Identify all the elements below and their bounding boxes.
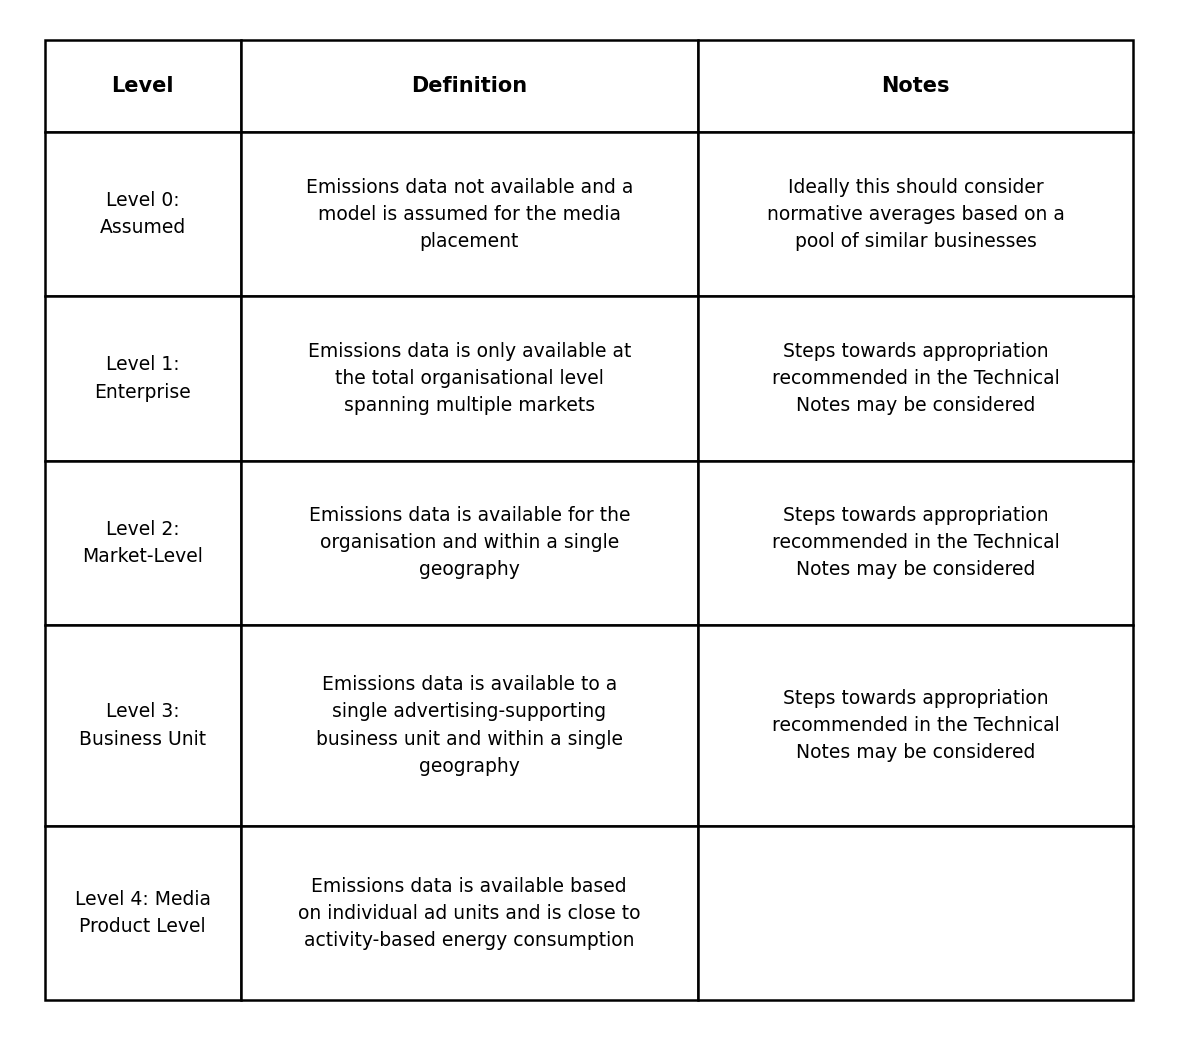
Bar	[45, 132, 240, 296]
Bar	[45, 40, 240, 132]
Bar	[240, 296, 697, 461]
Text: Level 3:
Business Unit: Level 3: Business Unit	[79, 702, 206, 749]
Text: Level 0:
Assumed: Level 0: Assumed	[100, 191, 186, 237]
Bar	[697, 132, 1133, 296]
Text: Emissions data is available for the
organisation and within a single
geography: Emissions data is available for the orga…	[309, 505, 630, 579]
Text: Emissions data is available based
on individual ad units and is close to
activit: Emissions data is available based on ind…	[298, 877, 641, 951]
Bar	[697, 296, 1133, 461]
Bar	[45, 826, 240, 1000]
Bar	[697, 461, 1133, 625]
Bar	[45, 296, 240, 461]
Text: Level 4: Media
Product Level: Level 4: Media Product Level	[74, 890, 211, 936]
Bar	[240, 461, 697, 625]
Text: Level 1:
Enterprise: Level 1: Enterprise	[94, 356, 191, 401]
Bar	[697, 625, 1133, 826]
Bar	[240, 625, 697, 826]
Text: Level: Level	[112, 76, 174, 96]
Text: Level 2:
Market-Level: Level 2: Market-Level	[82, 520, 203, 566]
Bar	[697, 40, 1133, 132]
Text: Steps towards appropriation
recommended in the Technical
Notes may be considered: Steps towards appropriation recommended …	[772, 688, 1059, 762]
Text: Definition: Definition	[411, 76, 528, 96]
Bar	[240, 40, 697, 132]
Text: Steps towards appropriation
recommended in the Technical
Notes may be considered: Steps towards appropriation recommended …	[772, 342, 1059, 415]
Bar	[697, 826, 1133, 1000]
Text: Emissions data not available and a
model is assumed for the media
placement: Emissions data not available and a model…	[305, 178, 633, 251]
Text: Steps towards appropriation
recommended in the Technical
Notes may be considered: Steps towards appropriation recommended …	[772, 505, 1059, 579]
Bar	[45, 461, 240, 625]
Bar	[45, 625, 240, 826]
Text: Emissions data is only available at
the total organisational level
spanning mult: Emissions data is only available at the …	[307, 342, 631, 415]
Bar	[240, 826, 697, 1000]
Text: Ideally this should consider
normative averages based on a
pool of similar busin: Ideally this should consider normative a…	[767, 178, 1065, 251]
Text: Emissions data is available to a
single advertising-supporting
business unit and: Emissions data is available to a single …	[316, 675, 623, 776]
Bar	[240, 132, 697, 296]
Text: Notes: Notes	[881, 76, 949, 96]
